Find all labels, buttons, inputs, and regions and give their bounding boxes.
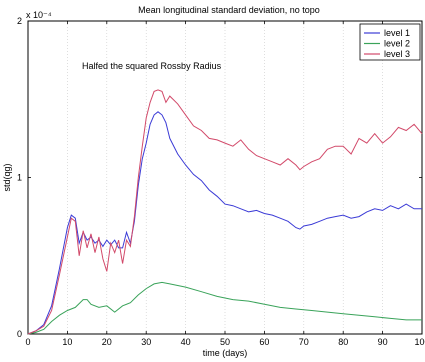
y-tick-label: 1: [17, 173, 22, 183]
series-line-level-2: [27, 281, 422, 335]
chart-annotation: Halfed the squared Rossby Radius: [82, 61, 222, 71]
x-tick-label: 60: [259, 337, 269, 347]
x-tick-label: 20: [102, 337, 112, 347]
y-axis-label: std(qg): [2, 163, 12, 191]
y-tick-label: 0: [17, 329, 22, 339]
x-tick-label: 90: [378, 337, 388, 347]
x-tick-label: 100: [414, 337, 425, 347]
x-tick-label: 10: [62, 337, 72, 347]
series-line-level-3: [27, 89, 423, 335]
y-tick-label: 2: [17, 16, 22, 26]
x-tick-label: 80: [338, 337, 348, 347]
series-lines: [27, 89, 423, 335]
x-tick-label: 40: [181, 337, 191, 347]
y-axis-exponent: x 10⁻⁴: [26, 10, 52, 20]
x-tick-label: 30: [141, 337, 151, 347]
x-tick-label: 0: [25, 337, 30, 347]
x-tick-label: 70: [299, 337, 309, 347]
axis-ticks: 0 10 20 30 40 50 60 70 80 90 100 0 1 2: [17, 16, 425, 347]
chart-title: Mean longitudinal standard deviation, no…: [138, 5, 320, 15]
x-axis-label: time (days): [203, 348, 248, 358]
legend-label-level-2: level 2: [384, 39, 410, 49]
x-tick-label: 50: [220, 337, 230, 347]
legend-label-level-3: level 3: [384, 49, 410, 59]
legend-label-level-1: level 1: [384, 28, 410, 38]
grid-lines: [67, 21, 383, 334]
